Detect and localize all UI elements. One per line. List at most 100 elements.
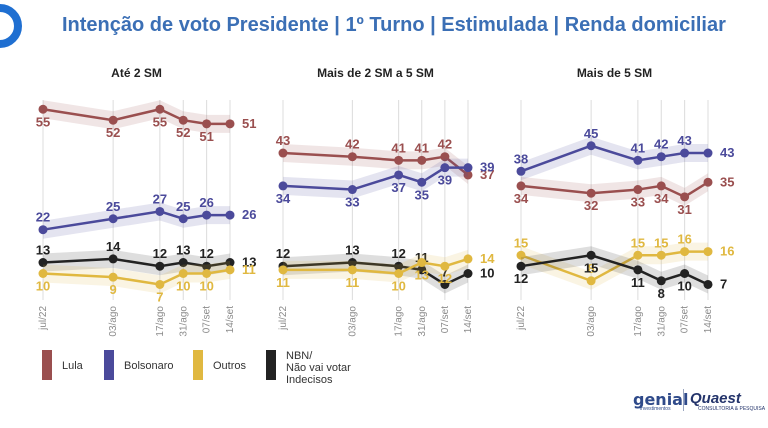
point-ate-2-sm-lula-1 xyxy=(108,115,118,125)
line-mais-de-2-sm-a-5-sm-lula xyxy=(282,151,469,176)
data-label-mais-de-5-sm-bolsonaro-0: 38 xyxy=(514,151,528,166)
data-label-ate-2-sm-bolsonaro-2: 27 xyxy=(153,191,167,206)
point-ate-2-sm-nbn-1 xyxy=(108,254,118,264)
point-mais-de-5-sm-bolsonaro-5 xyxy=(703,148,713,158)
point-ate-2-sm-outros-3 xyxy=(178,269,188,278)
data-label-mais-de-2-sm-a-5-sm-outros-4: 12 xyxy=(438,271,452,286)
panel-title-mais-de-2-sm-a-5-sm: Mais de 2 SM a 5 SM xyxy=(317,66,434,80)
quaest-logo-icon xyxy=(0,4,22,48)
x-tick-label-mais-de-2-sm-a-5-sm-1: 03/ago xyxy=(347,306,358,337)
point-mais-de-5-sm-bolsonaro-1 xyxy=(586,141,596,151)
data-label-mais-de-5-sm-bolsonaro-1: 45 xyxy=(584,126,598,141)
legend-swatch-lula xyxy=(42,350,52,380)
point-ate-2-sm-lula-3 xyxy=(178,115,188,125)
data-label-mais-de-2-sm-a-5-sm-lula-5: 37 xyxy=(480,167,494,182)
point-mais-de-5-sm-nbn-1 xyxy=(586,250,596,260)
data-label-mais-de-2-sm-a-5-sm-lula-1: 42 xyxy=(345,137,359,152)
data-label-mais-de-2-sm-a-5-sm-bolsonaro-4: 39 xyxy=(438,173,452,188)
point-ate-2-sm-lula-2 xyxy=(155,104,165,114)
point-mais-de-2-sm-a-5-sm-lula-2 xyxy=(394,155,404,165)
point-mais-de-2-sm-a-5-sm-lula-3 xyxy=(417,155,427,165)
data-label-mais-de-5-sm-outros-4: 16 xyxy=(677,232,691,247)
x-tick-label-ate-2-sm-3: 31/ago xyxy=(178,306,189,337)
data-label-ate-2-sm-bolsonaro-5: 26 xyxy=(242,207,256,222)
point-ate-2-sm-outros-5 xyxy=(225,265,235,275)
data-label-mais-de-5-sm-lula-4: 31 xyxy=(677,202,691,217)
point-mais-de-2-sm-a-5-sm-outros-1 xyxy=(347,265,357,275)
data-label-mais-de-5-sm-outros-0: 15 xyxy=(514,235,528,250)
point-mais-de-2-sm-a-5-sm-outros-3 xyxy=(417,258,427,268)
point-mais-de-2-sm-a-5-sm-bolsonaro-2 xyxy=(394,170,404,180)
point-mais-de-2-sm-a-5-sm-lula-5 xyxy=(463,170,473,180)
x-tick-label-mais-de-5-sm-1: 03/ago xyxy=(586,306,597,337)
point-mais-de-5-sm-lula-5 xyxy=(703,177,713,187)
data-label-ate-2-sm-lula-2: 55 xyxy=(153,114,167,129)
x-tick-label-ate-2-sm-1: 03/ago xyxy=(108,306,119,337)
data-label-mais-de-5-sm-lula-3: 34 xyxy=(654,191,669,206)
point-mais-de-2-sm-a-5-sm-nbn-4 xyxy=(440,279,450,289)
point-ate-2-sm-lula-4 xyxy=(202,119,212,129)
line-mais-de-5-sm-lula xyxy=(520,181,709,199)
point-mais-de-2-sm-a-5-sm-lula-4 xyxy=(440,152,450,162)
point-mais-de-2-sm-a-5-sm-nbn-3 xyxy=(417,265,427,275)
data-label-mais-de-2-sm-a-5-sm-lula-2: 41 xyxy=(391,140,405,155)
data-label-ate-2-sm-outros-3: 10 xyxy=(176,279,190,294)
data-label-mais-de-2-sm-a-5-sm-lula-0: 43 xyxy=(276,133,290,148)
quaest-logo-sub: CONSULTORIA & PESQUISA xyxy=(698,406,766,412)
x-tick-label-mais-de-5-sm-2: 17/ago xyxy=(633,306,644,337)
data-label-ate-2-sm-nbn-3: 13 xyxy=(176,243,190,258)
point-ate-2-sm-bolsonaro-0 xyxy=(38,225,48,235)
panel-title-ate-2-sm: Até 2 SM xyxy=(111,66,162,80)
data-label-mais-de-2-sm-a-5-sm-outros-0: 11 xyxy=(276,275,290,290)
x-tick-label-ate-2-sm-0: jul/22 xyxy=(38,306,49,331)
data-label-ate-2-sm-lula-1: 52 xyxy=(106,125,120,140)
point-ate-2-sm-outros-2 xyxy=(155,279,165,289)
data-label-ate-2-sm-lula-3: 52 xyxy=(176,125,190,140)
quaest-logo: Quaest xyxy=(690,390,741,407)
panel-title-mais-de-5-sm: Mais de 5 SM xyxy=(577,66,652,80)
x-tick-label-ate-2-sm-2: 17/ago xyxy=(155,306,166,337)
data-label-mais-de-2-sm-a-5-sm-bolsonaro-3: 35 xyxy=(415,187,429,202)
data-label-mais-de-2-sm-a-5-sm-outros-1: 11 xyxy=(346,275,360,290)
data-label-ate-2-sm-lula-4: 51 xyxy=(199,129,213,144)
point-mais-de-2-sm-a-5-sm-outros-5 xyxy=(463,254,473,264)
data-label-ate-2-sm-bolsonaro-3: 25 xyxy=(176,199,190,214)
legend-label-nbn: NBN/Não vai votar Indecisos xyxy=(286,350,351,386)
point-mais-de-5-sm-outros-2 xyxy=(633,250,643,260)
data-label-mais-de-5-sm-nbn-5: 7 xyxy=(720,276,727,291)
data-label-mais-de-5-sm-lula-0: 34 xyxy=(514,191,529,206)
data-label-ate-2-sm-bolsonaro-4: 26 xyxy=(199,195,213,210)
point-ate-2-sm-outros-1 xyxy=(108,272,118,282)
data-label-ate-2-sm-nbn-0: 13 xyxy=(36,243,50,258)
data-label-ate-2-sm-bolsonaro-0: 22 xyxy=(36,210,50,225)
data-label-ate-2-sm-nbn-4: 12 xyxy=(199,246,213,261)
data-label-mais-de-5-sm-bolsonaro-2: 41 xyxy=(631,140,645,155)
data-label-mais-de-5-sm-bolsonaro-4: 43 xyxy=(677,133,691,148)
point-ate-2-sm-outros-0 xyxy=(38,269,48,278)
point-mais-de-2-sm-a-5-sm-outros-0 xyxy=(278,265,288,275)
x-tick-label-mais-de-2-sm-a-5-sm-3: 31/ago xyxy=(417,306,428,337)
point-mais-de-5-sm-bolsonaro-3 xyxy=(656,152,666,162)
point-ate-2-sm-bolsonaro-2 xyxy=(155,206,165,216)
x-tick-label-mais-de-5-sm-3: 31/ago xyxy=(656,306,667,337)
data-label-ate-2-sm-nbn-2: 12 xyxy=(153,246,167,261)
point-ate-2-sm-bolsonaro-4 xyxy=(202,210,212,220)
point-mais-de-2-sm-a-5-sm-bolsonaro-5 xyxy=(463,163,473,173)
x-tick-label-mais-de-2-sm-a-5-sm-4: 07/set xyxy=(440,306,451,333)
data-label-mais-de-2-sm-a-5-sm-lula-4: 42 xyxy=(438,137,452,152)
point-ate-2-sm-outros-4 xyxy=(202,269,212,278)
point-mais-de-5-sm-nbn-4 xyxy=(680,269,690,278)
data-label-mais-de-5-sm-outros-1: 8 xyxy=(588,261,595,276)
genial-logo: genial xyxy=(633,390,689,409)
point-mais-de-2-sm-a-5-sm-bolsonaro-4 xyxy=(440,163,450,173)
point-ate-2-sm-nbn-4 xyxy=(202,261,212,271)
data-label-mais-de-2-sm-a-5-sm-nbn-2: 12 xyxy=(391,246,405,261)
data-label-mais-de-2-sm-a-5-sm-outros-3: 13 xyxy=(415,268,429,283)
point-mais-de-5-sm-lula-1 xyxy=(586,188,596,198)
data-label-mais-de-2-sm-a-5-sm-outros-5: 14 xyxy=(480,251,495,266)
point-mais-de-2-sm-a-5-sm-nbn-5 xyxy=(463,269,473,278)
legend-swatch-nbn xyxy=(266,350,276,380)
point-mais-de-2-sm-a-5-sm-outros-2 xyxy=(394,269,404,278)
point-mais-de-2-sm-a-5-sm-nbn-2 xyxy=(394,261,404,271)
